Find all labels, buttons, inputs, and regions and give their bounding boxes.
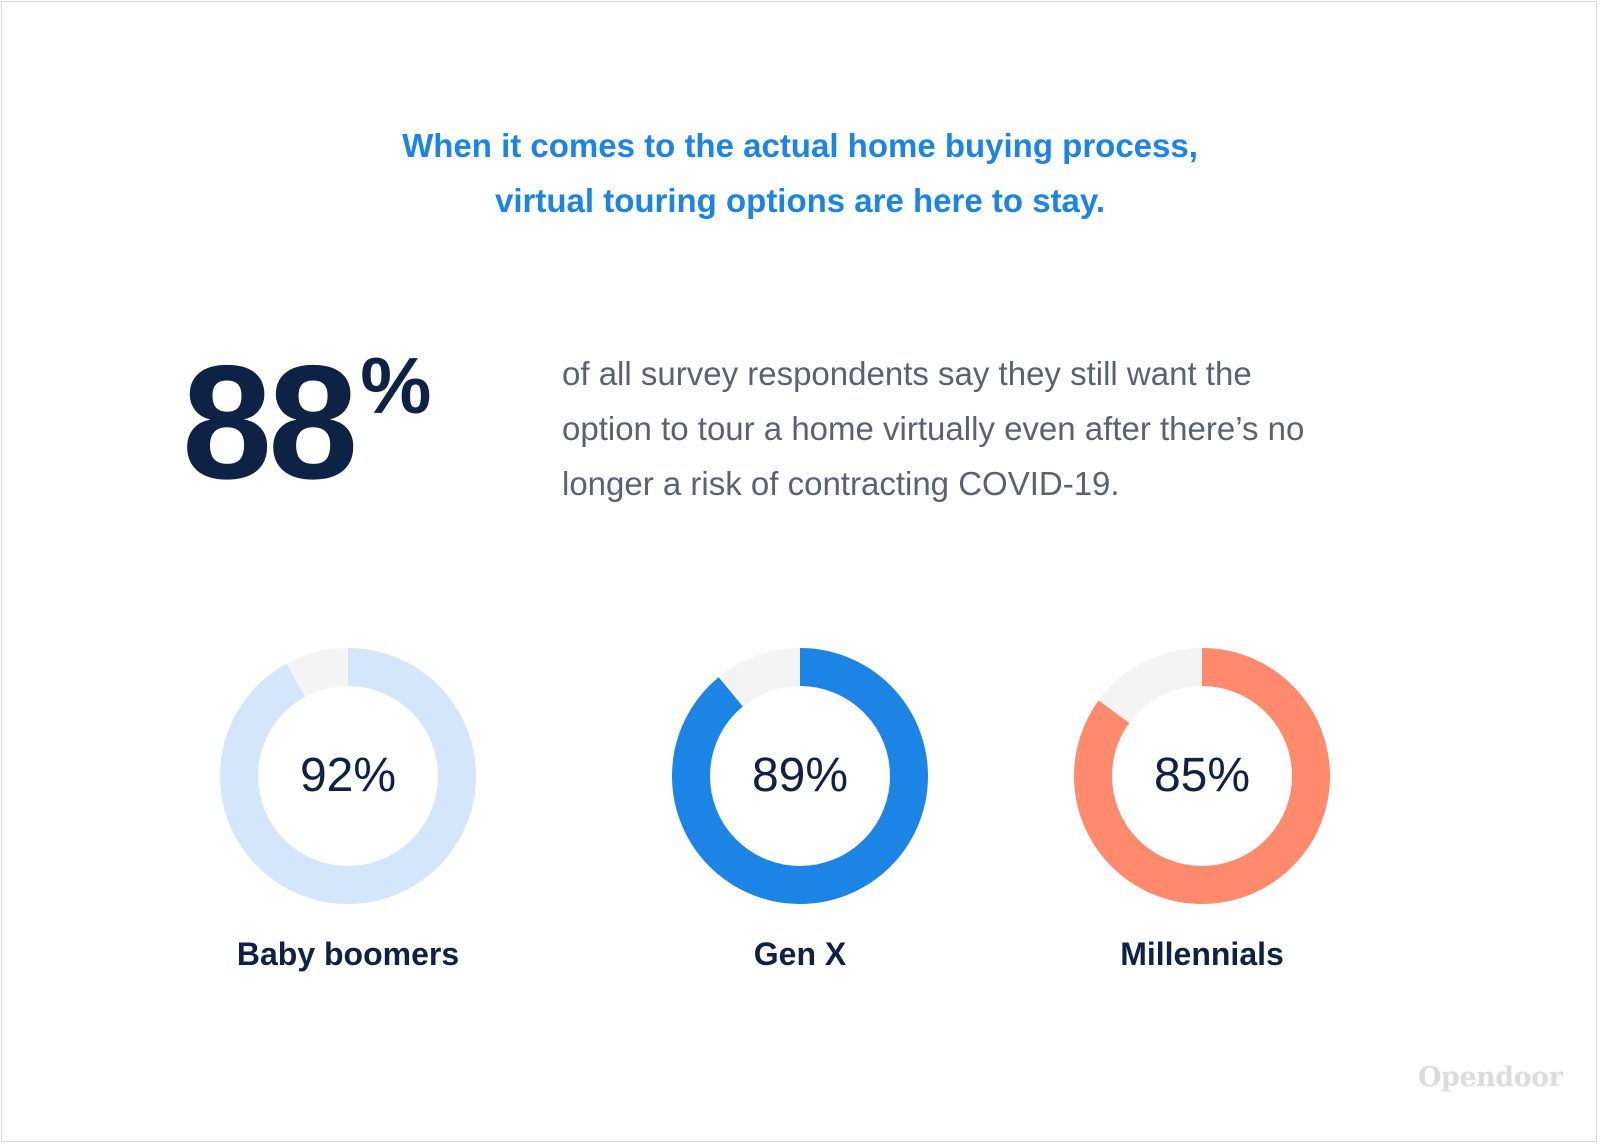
donut-arc-baby-boomers	[220, 648, 476, 904]
donut-chart-millennials: 85% Millennials	[1052, 648, 1352, 1008]
donut-label-millennials: Millennials	[1120, 936, 1284, 972]
donut-svg-gen-x	[672, 648, 928, 904]
headline-line-1: When it comes to the actual home buying …	[402, 127, 1198, 164]
headline: When it comes to the actual home buying …	[0, 118, 1600, 228]
brand-logo-text: Opendoor	[1418, 1062, 1563, 1093]
donut-chart-gen-x: 89% Gen X	[650, 648, 950, 1008]
donut-label-gen-x: Gen X	[753, 936, 847, 972]
donut-arc-millennials	[1074, 648, 1330, 904]
big-stat-description-line: option to tour a home virtually even aft…	[562, 410, 1305, 447]
big-stat-description-line: of all survey respondents say they still…	[562, 355, 1252, 392]
donut-label-baby-boomers: Baby boomers	[236, 936, 460, 972]
big-stat-percent-sign: %	[360, 341, 432, 430]
donut-value-baby-boomers: 92%	[299, 749, 397, 802]
big-stat: 88%	[182, 338, 431, 508]
donut-value-millennials: 85%	[1153, 749, 1251, 802]
donut-svg-millennials	[1074, 648, 1330, 904]
donut-chart-baby-boomers: 92% Baby boomers	[198, 648, 498, 1008]
big-stat-description-line: longer a risk of contracting COVID-19.	[562, 465, 1120, 502]
donut-svg-baby-boomers	[220, 648, 476, 904]
donut-value-gen-x: 89%	[751, 749, 849, 802]
big-stat-number: 88	[182, 332, 358, 513]
headline-line-2: virtual touring options are here to stay…	[495, 182, 1105, 219]
donut-arc-gen-x	[672, 648, 928, 904]
big-stat-description: of all survey respondents say they still…	[562, 346, 1422, 511]
